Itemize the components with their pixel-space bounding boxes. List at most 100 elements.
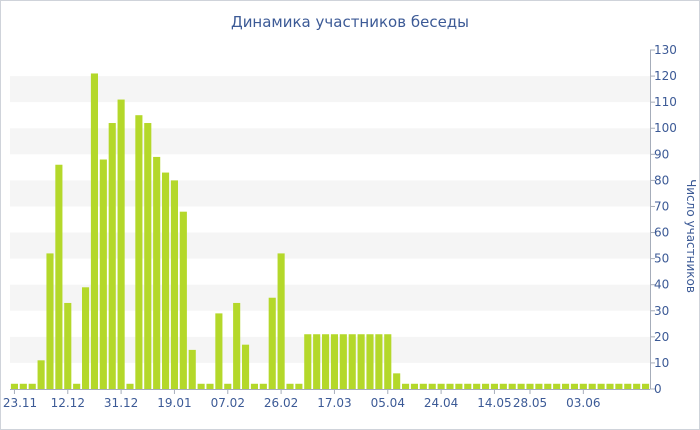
- bar: [482, 383, 490, 389]
- bar: [517, 383, 525, 389]
- x-tick-label: 26.02: [264, 396, 298, 410]
- y-tick-labels: 0 10 20 30 40 50 60 70 80 90 100 110 120 130: [650, 43, 677, 396]
- x-tick-label: 05.04: [371, 396, 405, 410]
- bar: [153, 156, 161, 389]
- bar: [135, 115, 143, 389]
- bar: [99, 159, 107, 389]
- bar: [277, 253, 285, 389]
- bar: [615, 383, 623, 389]
- bar: [428, 383, 436, 389]
- x-tick-label: 12.12: [51, 396, 85, 410]
- bar: [464, 383, 472, 389]
- bar: [535, 383, 543, 389]
- y-tick-label: 40: [654, 278, 669, 292]
- bar: [28, 383, 36, 389]
- x-tick-label: 31.12: [104, 396, 138, 410]
- bar: [410, 383, 418, 389]
- bar: [633, 383, 641, 389]
- bar: [73, 383, 81, 389]
- bar: [224, 383, 232, 389]
- bar: [117, 99, 125, 390]
- bar: [384, 334, 392, 389]
- y-tick-label: 110: [654, 95, 677, 109]
- bar: [366, 334, 374, 389]
- y-tick-label: 130: [654, 43, 677, 57]
- bar: [295, 383, 303, 389]
- bar: [553, 383, 561, 389]
- bar: [286, 383, 294, 389]
- bar: [579, 383, 587, 389]
- bar: [419, 383, 427, 389]
- x-tick-label: 24.04: [424, 396, 458, 410]
- bar: [250, 383, 258, 389]
- bar: [197, 383, 205, 389]
- bar: [108, 123, 116, 390]
- bar: [82, 287, 90, 389]
- y-tick-label: 60: [654, 226, 669, 240]
- y-tick-label: 0: [654, 382, 662, 396]
- bar: [188, 349, 196, 389]
- bar: [46, 253, 54, 389]
- bar: [642, 383, 650, 389]
- bar: [304, 334, 312, 389]
- x-tick-label: 17.03: [317, 396, 351, 410]
- bar: [330, 334, 338, 389]
- bar: [144, 123, 152, 390]
- x-tick-label: 19.01: [157, 396, 191, 410]
- x-tick-label: 28.05: [513, 396, 547, 410]
- bar: [206, 383, 214, 389]
- bar: [473, 383, 481, 389]
- grid-band: [10, 336, 650, 363]
- axes: [10, 50, 651, 390]
- x-tick-labels: 23.11 12.12 31.12 19.01 07.02 26.02 17.03 05.04…: [3, 389, 601, 410]
- x-tick-label: 07.02: [211, 396, 245, 410]
- y-tick-label: 90: [654, 147, 669, 161]
- bar: [357, 334, 365, 389]
- bar: [162, 172, 170, 389]
- bar: [588, 383, 596, 389]
- bar: [242, 344, 250, 389]
- bar: [55, 164, 63, 389]
- bar: [526, 383, 534, 389]
- bar: [562, 383, 570, 389]
- bar: [10, 383, 18, 389]
- bar: [393, 373, 401, 389]
- bar: [508, 383, 516, 389]
- bar: [606, 383, 614, 389]
- bars: [10, 73, 650, 390]
- grid-band: [10, 284, 650, 311]
- y-tick-label: 10: [654, 356, 669, 370]
- x-tick-label: 14.05: [477, 396, 511, 410]
- x-tick-label: 23.11: [3, 396, 37, 410]
- bar: [437, 383, 445, 389]
- y-tick-label: 100: [654, 121, 677, 135]
- bar: [126, 383, 134, 389]
- grid-band: [10, 128, 650, 155]
- bar: [170, 180, 178, 389]
- grid-band: [10, 76, 650, 103]
- y-tick-label: 50: [654, 252, 669, 266]
- bar: [64, 302, 72, 389]
- bar: [259, 383, 267, 389]
- bar: [455, 383, 463, 389]
- x-tick-label: 03.06: [566, 396, 600, 410]
- bar: [624, 383, 632, 389]
- bar: [570, 383, 578, 389]
- bar: [215, 313, 223, 389]
- y-axis-label: Число участников: [684, 179, 698, 293]
- bar: [322, 334, 330, 389]
- y-tick-label: 30: [654, 304, 669, 318]
- bar: [179, 211, 187, 389]
- chart-title: Динамика участников беседы: [230, 13, 470, 31]
- y-tick-label: 70: [654, 199, 669, 213]
- y-tick-label: 120: [654, 69, 677, 83]
- bar: [490, 383, 498, 389]
- grid-band: [10, 232, 650, 259]
- bar: [446, 383, 454, 389]
- y-tick-label: 80: [654, 173, 669, 187]
- bar: [339, 334, 347, 389]
- bar: [375, 334, 383, 389]
- bar: [544, 383, 552, 389]
- bar: [313, 334, 321, 389]
